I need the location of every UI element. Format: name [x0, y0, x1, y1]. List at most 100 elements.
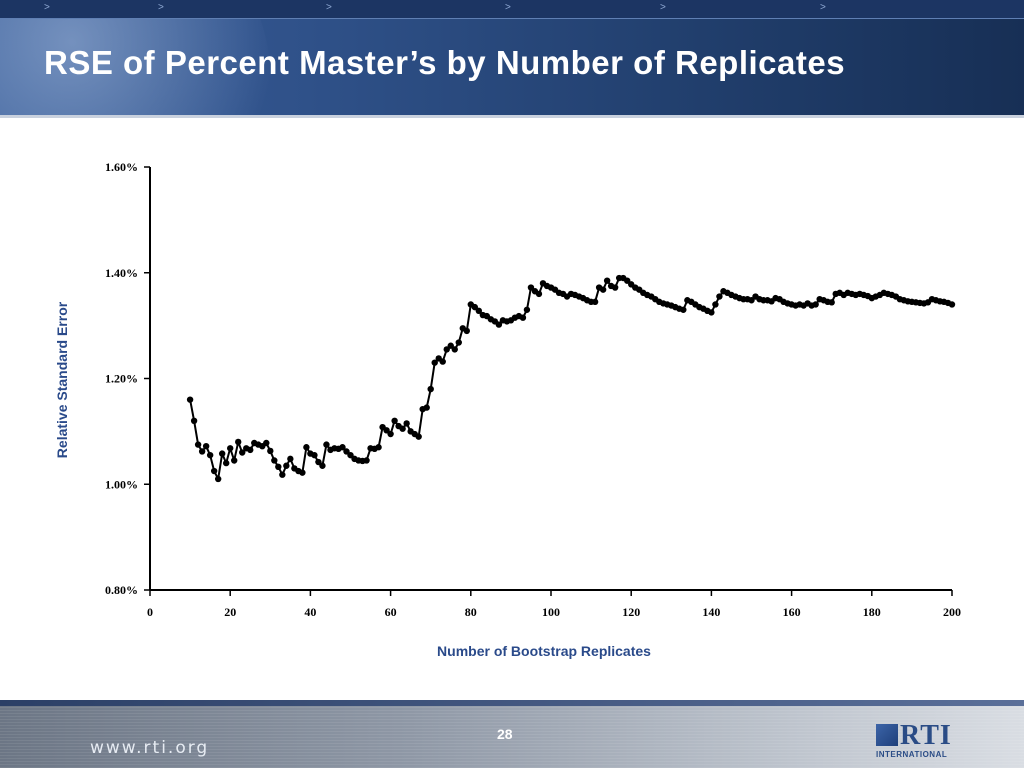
data-point	[222, 459, 230, 467]
y-tick-label: 0.80%	[105, 583, 138, 597]
logo-wordmark: RTI	[900, 720, 952, 751]
arrow-icon: >	[44, 2, 50, 13]
y-axis-label: Relative Standard Error	[54, 301, 70, 458]
data-point	[231, 457, 238, 464]
arrow-icon: >	[820, 2, 826, 13]
data-point	[455, 339, 462, 346]
y-tick-label: 1.00%	[105, 477, 138, 491]
data-point	[391, 417, 398, 424]
data-point	[194, 441, 202, 448]
data-point	[463, 327, 470, 335]
data-point	[387, 430, 394, 438]
data-point	[812, 301, 819, 308]
page-number: 28	[497, 726, 513, 742]
x-tick-label: 0	[147, 605, 153, 619]
x-tick-label: 100	[542, 605, 560, 619]
data-point	[519, 314, 527, 321]
data-point	[287, 455, 294, 463]
footer-texture	[0, 706, 1024, 768]
arrow-icon: >	[326, 2, 332, 13]
data-point	[299, 469, 306, 476]
x-tick-label: 120	[622, 605, 640, 619]
data-point	[716, 293, 723, 300]
data-point	[319, 462, 326, 469]
data-point	[599, 286, 607, 293]
x-tick-label: 140	[702, 605, 720, 619]
x-tick-label: 40	[304, 605, 316, 619]
data-point	[247, 446, 254, 454]
data-point	[708, 309, 715, 316]
data-point	[303, 444, 310, 451]
x-axis-label: Number of Bootstrap Replicates	[437, 643, 651, 659]
data-point	[363, 457, 370, 464]
data-point	[186, 396, 194, 403]
data-point	[403, 420, 410, 427]
data-point	[828, 299, 835, 306]
data-point	[439, 358, 446, 365]
data-point	[263, 439, 270, 447]
logo-subtitle: INTERNATIONAL	[876, 750, 948, 759]
y-tick-label: 1.20%	[105, 372, 138, 386]
chart-axes: 0.80% 1.00% 1.20% 1.40% 1.60% 0 20 40 60 80 100 120…	[105, 160, 961, 619]
data-point	[603, 277, 611, 284]
data-point	[375, 444, 382, 451]
y-tick-label: 1.40%	[105, 266, 138, 280]
data-point	[535, 290, 543, 298]
arrow-icon: >	[158, 2, 164, 13]
data-point	[611, 284, 619, 291]
x-tick-label: 80	[465, 605, 477, 619]
chart-series	[186, 274, 956, 483]
footer-accent-bar	[0, 700, 1024, 706]
data-point	[523, 306, 531, 313]
data-point	[202, 442, 210, 450]
data-point	[431, 359, 438, 366]
chart-container: 0.80% 1.00% 1.20% 1.40% 1.60% 0 20 40 60 80 100 120…	[0, 130, 1024, 690]
data-point	[399, 425, 406, 432]
slide-title: RSE of Percent Master’s by Number of Rep…	[44, 44, 846, 81]
data-point	[339, 444, 346, 451]
globe-graphic	[0, 0, 270, 115]
data-point	[423, 404, 430, 411]
x-tick-label: 160	[783, 605, 801, 619]
data-point	[227, 445, 234, 452]
data-point	[275, 463, 282, 471]
x-tick-label: 20	[224, 605, 236, 619]
data-point	[495, 321, 503, 328]
data-point	[475, 307, 483, 315]
data-point	[271, 457, 278, 464]
x-tick-label: 60	[385, 605, 397, 619]
x-tick-label: 180	[863, 605, 881, 619]
line-chart: 0.80% 1.00% 1.20% 1.40% 1.60% 0 20 40 60 80 100 120…	[54, 160, 961, 659]
arrow-icon: >	[660, 2, 666, 13]
data-point	[712, 301, 719, 308]
data-point	[415, 433, 422, 440]
data-point	[267, 447, 274, 455]
data-point	[427, 385, 434, 393]
header-divider	[0, 115, 1024, 118]
data-point	[948, 301, 956, 308]
data-point	[198, 448, 206, 455]
data-point	[680, 306, 687, 313]
y-tick-label: 1.60%	[105, 160, 138, 174]
rti-logo: RTI INTERNATIONAL	[876, 720, 960, 764]
footer-url: www.rti.org	[90, 738, 210, 758]
data-point	[311, 451, 318, 459]
data-point	[206, 451, 214, 459]
data-point	[235, 438, 242, 446]
data-point	[210, 467, 218, 475]
data-point	[279, 471, 286, 478]
data-point	[239, 449, 246, 456]
logo-mark-icon	[876, 724, 898, 746]
x-tick-label: 200	[943, 605, 961, 619]
arrow-icon: >	[505, 2, 511, 13]
title-banner: > > > > > > RSE of Percent Master’s by N…	[0, 0, 1024, 115]
footer: www.rti.org 28 RTI INTERNATIONAL	[0, 706, 1024, 768]
data-point	[591, 298, 599, 306]
data-point	[190, 417, 198, 424]
data-point	[218, 450, 226, 457]
data-point	[283, 462, 290, 469]
data-point	[214, 475, 222, 483]
header-arrow-strip: > > > > > >	[0, 0, 1024, 19]
data-point	[451, 346, 458, 353]
data-point	[323, 441, 330, 448]
